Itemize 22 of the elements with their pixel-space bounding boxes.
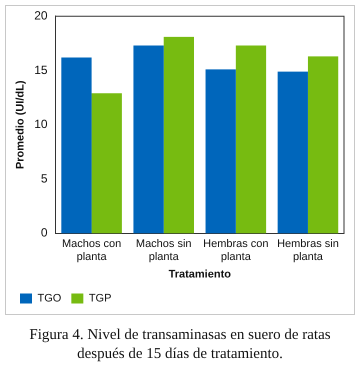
- y-tick-label: 10: [34, 117, 48, 132]
- x-tick-label: Machos con planta: [62, 238, 122, 264]
- y-tick-label: 5: [40, 171, 48, 186]
- x-axis-title: Tratamiento: [168, 268, 232, 280]
- x-tick-label: Hembras con planta: [203, 238, 269, 264]
- x-tick-label: Hembras sin planta: [277, 238, 339, 264]
- text: Figura 4. Nivel de transaminasas en suero de ratas después de 15 días de tratamiento.: [28, 326, 332, 364]
- y-tick-label: 0: [40, 226, 48, 240]
- bar: [133, 46, 164, 234]
- bar: [206, 69, 236, 234]
- y-tick-label: 20: [34, 8, 48, 23]
- legend-label: TGO: [38, 292, 62, 305]
- bar: [61, 57, 92, 234]
- y-axis-title: Promedio (UI/dL): [14, 80, 27, 170]
- legend-label: TGP: [88, 292, 112, 305]
- y-tick-label: 15: [34, 62, 48, 77]
- bar: [164, 36, 194, 234]
- bar: [92, 93, 122, 234]
- bar: [278, 72, 308, 234]
- bar: [236, 46, 266, 234]
- bar: [308, 56, 338, 234]
- x-tick-label: Machos sin planta: [136, 238, 192, 264]
